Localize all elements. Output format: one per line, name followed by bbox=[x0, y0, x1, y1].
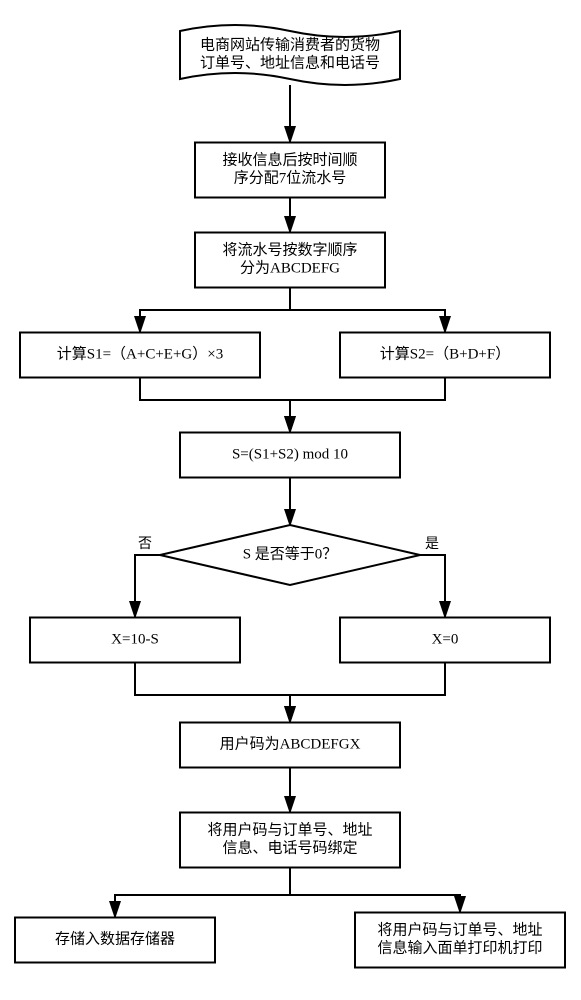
flow-edge bbox=[290, 663, 445, 722]
flow-edge bbox=[140, 378, 290, 432]
flowchart-canvas: 否是电商网站传输消费者的货物订单号、地址信息和电话号接收信息后按时间顺序分配7位… bbox=[0, 0, 581, 1000]
node-text: S 是否等于0？ bbox=[243, 544, 338, 562]
flow-edge bbox=[115, 868, 290, 917]
flow-edge bbox=[140, 288, 290, 332]
node-text: 信息、电话号码绑定 bbox=[222, 839, 357, 856]
flow-node-n7: S 是否等于0？ bbox=[160, 525, 420, 585]
flow-edge bbox=[290, 378, 445, 432]
node-text: 信息输入面单打印机打印 bbox=[377, 939, 542, 956]
flow-edge bbox=[135, 663, 290, 722]
node-text: 电商网站传输消费者的货物 bbox=[200, 36, 380, 53]
flow-edge bbox=[290, 868, 460, 912]
node-text: 订单号、地址信息和电话号 bbox=[200, 54, 380, 71]
flow-node-n12: 存储入数据存储器 bbox=[15, 918, 215, 963]
flow-node-n13: 将用户码与订单号、地址信息输入面单打印机打印 bbox=[355, 913, 565, 968]
flow-node-n2: 接收信息后按时间顺序分配7位流水号 bbox=[195, 143, 385, 198]
node-text: 接收信息后按时间顺 bbox=[222, 151, 357, 168]
flow-edge bbox=[420, 555, 445, 617]
node-text: 存储入数据存储器 bbox=[55, 930, 175, 947]
flow-node-n8: X=10-S bbox=[30, 618, 240, 663]
flow-node-n4: 计算S1=（A+C+E+G）×3 bbox=[20, 333, 260, 378]
node-text: 序分配7位流水号 bbox=[234, 169, 347, 186]
flow-node-n5: 计算S2=（B+D+F） bbox=[340, 333, 550, 378]
flow-node-n10: 用户码为ABCDEFGX bbox=[180, 723, 400, 768]
node-text: X=0 bbox=[432, 631, 459, 647]
flow-node-n9: X=0 bbox=[340, 618, 550, 663]
node-text: 计算S1=（A+C+E+G）×3 bbox=[57, 344, 223, 362]
flow-node-n11: 将用户码与订单号、地址信息、电话号码绑定 bbox=[180, 813, 400, 868]
flow-edge bbox=[290, 288, 445, 332]
node-text: 将用户码与订单号、地址 bbox=[207, 821, 372, 838]
flow-edge bbox=[135, 555, 160, 617]
flow-node-n1: 电商网站传输消费者的货物订单号、地址信息和电话号 bbox=[180, 25, 400, 85]
node-text: X=10-S bbox=[111, 631, 159, 647]
flow-node-n3: 将流水号按数字顺序分为ABCDEFG bbox=[195, 233, 385, 288]
node-text: 用户码为ABCDEFGX bbox=[220, 735, 361, 752]
edge-label: 是 bbox=[425, 537, 439, 552]
node-text: S=(S1+S2) mod 10 bbox=[232, 446, 348, 462]
node-text: 将用户码与订单号、地址 bbox=[377, 921, 542, 938]
node-text: 将流水号按数字顺序 bbox=[222, 241, 357, 258]
edge-label: 否 bbox=[138, 537, 152, 552]
node-text: 计算S2=（B+D+F） bbox=[380, 344, 510, 362]
flow-node-n6: S=(S1+S2) mod 10 bbox=[180, 433, 400, 478]
node-text: 分为ABCDEFG bbox=[240, 259, 340, 276]
